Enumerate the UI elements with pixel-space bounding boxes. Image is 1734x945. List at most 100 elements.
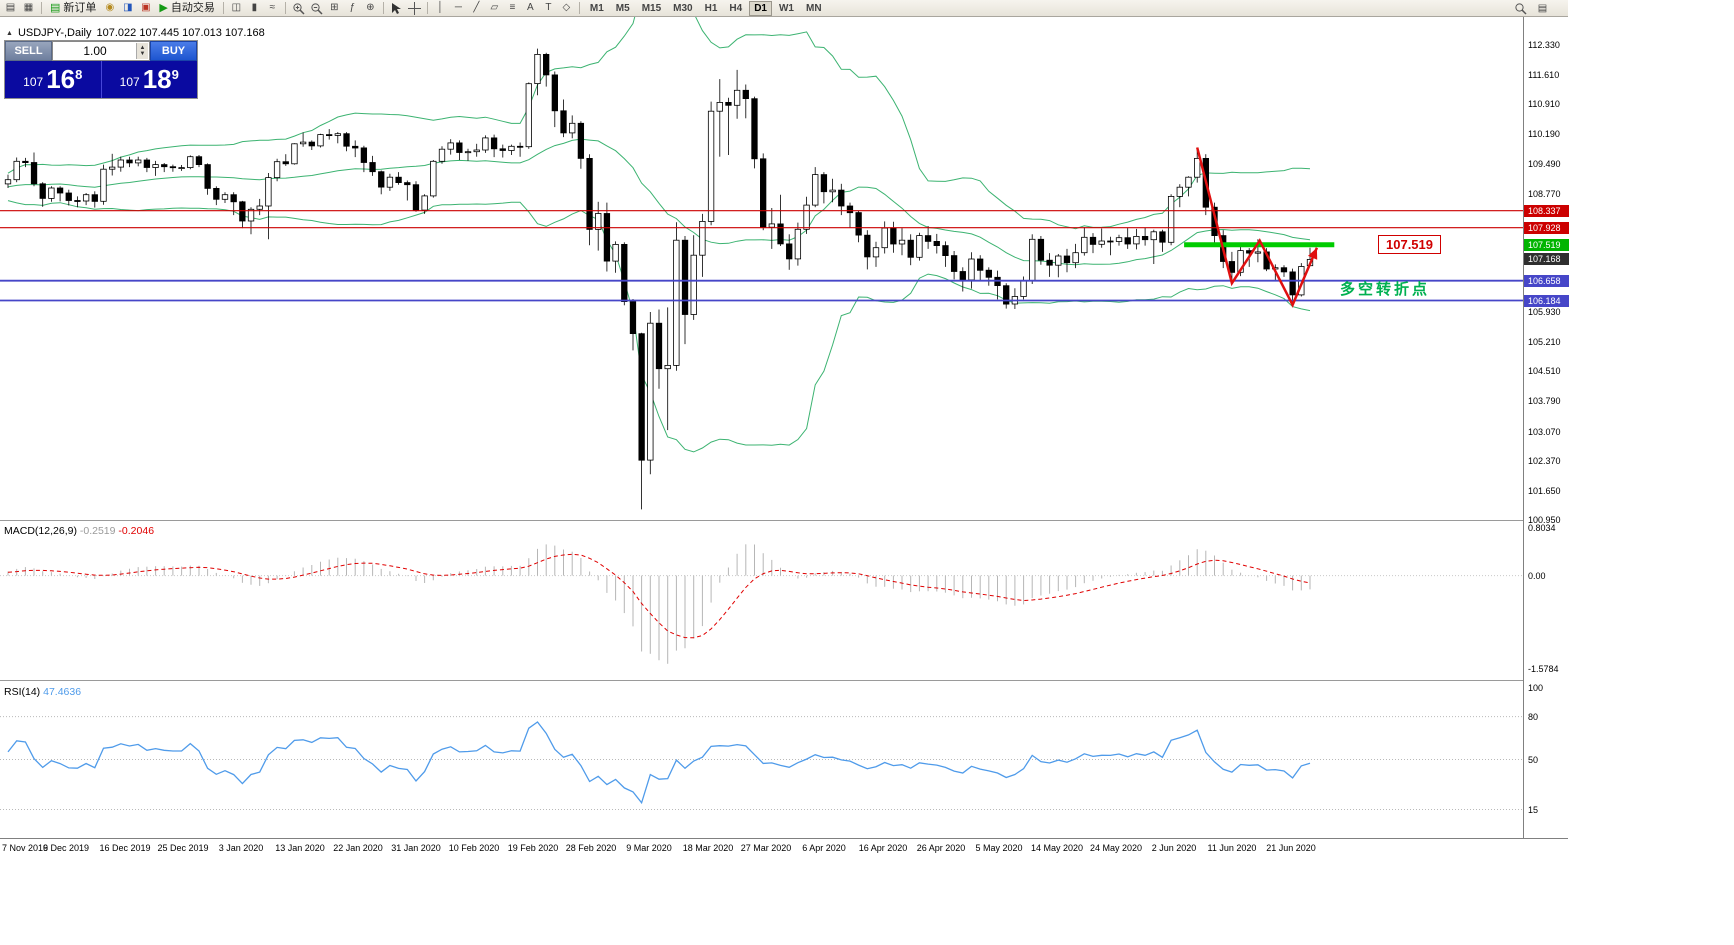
rsi-scale-label: 15	[1528, 805, 1539, 815]
new-order-label: 新订单	[63, 1, 97, 14]
sell-button[interactable]: SELL	[5, 41, 52, 61]
zoom-out-icon[interactable]	[308, 1, 325, 16]
add-indicator-icon[interactable]: ⊕	[366, 2, 375, 13]
rsi-panel-svg	[0, 716, 1523, 810]
date-label: 31 Jan 2020	[391, 843, 441, 853]
price-axis-label: 104.510	[1528, 366, 1561, 376]
tf-button-m1[interactable]: M1	[589, 2, 604, 14]
panel-separator[interactable]	[0, 680, 1568, 681]
date-label: 10 Feb 2020	[448, 843, 500, 853]
price-axis-label: 103.070	[1528, 427, 1561, 437]
macd-scale-label: 0.8034	[1528, 523, 1556, 533]
date-label: 7 Nov 2019	[2, 843, 49, 853]
market-watch-icon[interactable]: ◉	[105, 2, 115, 13]
trendline-icon[interactable]: ╱	[473, 2, 480, 13]
toolbar-separator	[426, 2, 428, 14]
spinner-down-icon: ▼	[139, 51, 146, 57]
date-label: 11 Jun 2020	[1207, 843, 1257, 853]
date-label: 3 Jan 2020	[218, 843, 264, 853]
annotation-text[interactable]: 多空转折点	[1340, 281, 1431, 298]
autotrading-button[interactable]: ▶ 自动交易	[155, 1, 218, 16]
price-chart-svg[interactable]	[0, 17, 1523, 520]
tf-button-h4[interactable]: H4	[729, 2, 743, 14]
macd-value-main: -0.2519	[79, 525, 116, 537]
price-level-label[interactable]: 107.519	[1378, 235, 1441, 254]
macd-name: MACD(12,26,9)	[4, 525, 77, 537]
arrow-head-icon	[1307, 247, 1318, 260]
price-axis-label: 105.210	[1528, 337, 1561, 347]
line-chart-icon[interactable]: ≈	[269, 2, 276, 13]
price-axis-label: 112.330	[1528, 40, 1560, 50]
macd-histogram	[7, 544, 1311, 664]
price-tag: 107.928	[1524, 222, 1569, 234]
fibonacci-icon[interactable]: ≡	[509, 2, 516, 13]
shapes-icon[interactable]: ◇	[562, 2, 571, 13]
profiles-icon[interactable]: ▦	[23, 2, 34, 13]
zoom-in-icon[interactable]	[290, 1, 307, 16]
ohlc-readout: 107.022 107.445 107.013 107.168	[96, 27, 265, 39]
tf-button-d1[interactable]: D1	[749, 0, 772, 16]
date-label: 26 Apr 2020	[916, 843, 966, 853]
tf-button-m30[interactable]: M30	[673, 2, 693, 14]
price-axis-label: 109.490	[1528, 159, 1561, 169]
date-label: 25 Dec 2019	[157, 843, 209, 853]
tf-button-h1[interactable]: H1	[704, 2, 718, 14]
date-axis[interactable]: 7 Nov 2019 6 Dec 2019 16 Dec 2019 25 Dec 20…	[0, 838, 1568, 858]
indicators-icon[interactable]: ƒ	[349, 2, 356, 13]
vertical-line-icon[interactable]: │	[437, 2, 444, 13]
price-axis-label: 110.190	[1528, 129, 1560, 139]
lot-size-input[interactable]	[53, 42, 149, 60]
price-axis-label: 110.910	[1528, 99, 1560, 109]
date-label: 6 Dec 2019	[42, 843, 90, 853]
rsi-value: 47.4636	[43, 686, 82, 698]
tile-windows-icon[interactable]: ⊞	[330, 2, 339, 13]
rsi-scale-label: 80	[1528, 712, 1539, 722]
date-label: 5 May 2020	[975, 843, 1023, 853]
sell-price-display[interactable]: 107 16 8	[5, 61, 102, 98]
date-label: 18 Mar 2020	[682, 843, 734, 853]
one-click-trading-panel: SELL ▲▼ BUY 107 16 8 107 18 9	[4, 40, 198, 99]
price-axis-label: 102.370	[1528, 456, 1561, 466]
panel-separator[interactable]	[0, 520, 1568, 521]
horizontal-line-icon[interactable]: ─	[454, 2, 462, 13]
terminal-icon[interactable]: ▣	[141, 2, 151, 13]
cursor-icon[interactable]	[388, 1, 405, 16]
rsi-label: RSI(14) 47.4636	[4, 686, 81, 698]
rsi-name: RSI(14)	[4, 686, 41, 698]
tf-button-m15[interactable]: M15	[641, 2, 662, 14]
price-axis-label: 101.650	[1528, 486, 1561, 496]
label-icon[interactable]: T	[545, 2, 552, 13]
trend-zigzag[interactable]	[1195, 147, 1319, 308]
crosshair-icon[interactable]	[406, 1, 423, 16]
price-axis[interactable]: 112.330 111.610 110.910 110.190 109.490 108.7…	[1523, 0, 1569, 858]
order-icon: ▤	[50, 1, 61, 14]
tf-button-mn[interactable]: MN	[805, 2, 822, 14]
lot-spinner[interactable]: ▲ ▼	[136, 43, 148, 59]
channel-icon[interactable]: ▱	[490, 2, 499, 13]
buy-price-display[interactable]: 107 18 9	[119, 64, 179, 94]
navigator-icon[interactable]: ◨	[123, 2, 133, 13]
chart-title: ▲ USDJPY-,Daily 107.022 107.445 107.013 …	[6, 27, 265, 39]
candle-chart-icon[interactable]: ▮	[251, 2, 258, 13]
search-icon[interactable]	[1512, 1, 1529, 16]
price-tag: 107.519	[1524, 239, 1569, 251]
date-label: 24 May 2020	[1089, 843, 1143, 853]
document-icon[interactable]: ▤	[1537, 2, 1548, 14]
date-label: 6 Apr 2020	[802, 843, 846, 853]
macd-scale-label: 0.00	[1528, 571, 1546, 581]
buy-button[interactable]: BUY	[150, 41, 197, 61]
bar-chart-icon[interactable]: ◫	[231, 2, 242, 13]
tf-button-w1[interactable]: W1	[778, 2, 794, 14]
new-order-button[interactable]: ▤ 新订单	[46, 1, 100, 16]
autotrading-label: 自动交易	[170, 1, 215, 14]
rsi-line	[7, 721, 1311, 805]
price-axis-label: 103.790	[1528, 396, 1561, 406]
collapse-triangle-icon[interactable]: ▲	[6, 29, 13, 37]
date-label: 22 Jan 2020	[333, 843, 383, 853]
tf-button-m5[interactable]: M5	[615, 2, 630, 14]
date-label: 14 May 2020	[1030, 843, 1084, 853]
new-chart-icon[interactable]: ▤	[5, 2, 16, 13]
text-icon[interactable]: A	[527, 2, 534, 13]
price-axis-label: 100.950	[1528, 515, 1561, 525]
macd-label: MACD(12,26,9) -0.2519 -0.2046	[4, 525, 154, 537]
